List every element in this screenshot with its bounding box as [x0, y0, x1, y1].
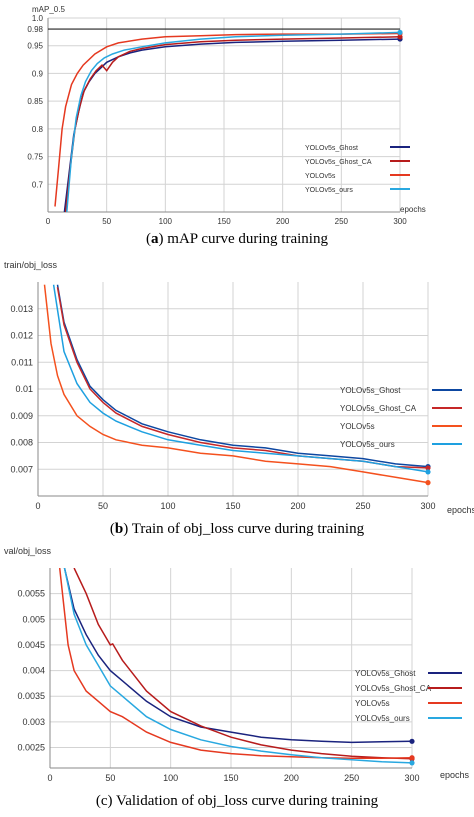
series-endpoint-YOLOv5s_ours: [409, 760, 415, 766]
x-tick-label: 250: [344, 773, 359, 783]
x-tick-label: 50: [98, 501, 108, 511]
x-tick-label: 300: [404, 773, 419, 783]
caption-text: Train of obj_loss curve during training: [128, 521, 365, 537]
x-axis-label: epochs: [447, 505, 474, 515]
x-tick-label: 50: [105, 773, 115, 783]
y-tick-label: 0.01: [15, 384, 33, 394]
x-tick-label: 250: [355, 501, 370, 511]
y-tick-label: 0.0025: [17, 742, 45, 752]
x-tick-label: 300: [393, 217, 407, 226]
caption-letter: a: [151, 231, 159, 247]
y-tick-label: 0.0035: [17, 691, 45, 701]
caption-a: (a) mAP curve during training: [0, 231, 474, 248]
series-endpoint-YOLOv5s: [409, 755, 415, 761]
y-tick-label: 1.0: [32, 14, 44, 23]
series-line-YOLOv5s_Ghost_CA: [64, 36, 401, 212]
legend-label: YOLOv5s: [305, 173, 336, 180]
series-endpoint-YOLOv5s_ours: [397, 29, 403, 36]
y-tick-label: 0.008: [10, 438, 33, 448]
series-line-YOLOv5s_ours: [63, 568, 413, 764]
y-tick-label: 0.95: [27, 42, 43, 51]
series-line-YOLOv5s: [58, 568, 413, 760]
series-endpoint-YOLOv5s: [425, 480, 431, 486]
y-tick-label: 0.013: [10, 304, 33, 314]
series-endpoint-YOLOv5s_Ghost: [409, 738, 415, 744]
legend-label: YOLOv5s_ours: [340, 440, 395, 449]
legend-label: YOLOv5s_ours: [355, 714, 410, 723]
y-axis-label: train/obj_loss: [4, 260, 58, 270]
series-line-YOLOv5s_Ghost_CA: [73, 568, 413, 760]
x-tick-label: 150: [223, 773, 238, 783]
series-line-YOLOv5s_Ghost: [63, 568, 413, 744]
x-tick-label: 300: [420, 501, 435, 511]
y-tick-label: 0.007: [10, 464, 33, 474]
y-tick-label: 0.7: [32, 180, 44, 189]
series-line-YOLOv5s_ours: [66, 31, 401, 212]
caption-suffix: ): [123, 521, 129, 537]
caption-letter: b: [114, 521, 124, 537]
series-line-YOLOv5s: [54, 32, 401, 207]
x-tick-label: 200: [290, 501, 305, 511]
caption-c: (c) Validation of obj_loss curve during …: [0, 793, 474, 810]
y-tick-label: 0.012: [10, 331, 33, 341]
map-chart: 0 50 100 150 200 250 300 0.7 0.75 0.8 0.85 0.9 0.95 0…: [27, 5, 426, 226]
legend-label: YOLOv5s_Ghost: [340, 386, 401, 395]
y-axis-label: mAP_0.5: [32, 5, 65, 14]
legend-label: YOLOv5s_Ghost_CA: [305, 159, 372, 166]
series-line-YOLOv5s_ours: [52, 284, 429, 473]
x-tick-label: 0: [46, 217, 51, 226]
x-tick-label: 100: [163, 773, 178, 783]
panel-map-curve: 0 50 100 150 200 250 300 0.7 0.75 0.8 0.85 0.9 0.95 0…: [0, 0, 474, 256]
y-tick-label: 0.003: [22, 717, 45, 727]
series-endpoint-YOLOv5s_Ghost_CA: [425, 465, 431, 471]
panel-val-obj-loss: 0 50 100 150 200 250 300 0.0025 0.003 0.0035 0.004…: [0, 546, 474, 817]
y-tick-label: 0.009: [10, 411, 33, 421]
y-tick-label: 0.8: [32, 125, 44, 134]
y-tick-label: 0.0045: [17, 640, 45, 650]
y-tick-label: 0.005: [22, 614, 45, 624]
legend-label: YOLOv5s_Ghost_CA: [340, 404, 417, 413]
series-line-YOLOv5s_Ghost: [56, 284, 429, 468]
legend-label: YOLOv5s_ours: [305, 187, 353, 194]
legend-label: YOLOv5s_Ghost: [305, 145, 358, 152]
caption-suffix: ): [158, 231, 164, 247]
val-obj-loss-chart: 0 50 100 150 200 250 300 0.0025 0.003 0.0035 0.004…: [4, 546, 470, 783]
caption-b: (b) Train of obj_loss curve during train…: [0, 521, 474, 538]
caption-prefix: (: [146, 231, 152, 247]
x-tick-label: 50: [102, 217, 111, 226]
legend-label: YOLOv5s_Ghost_CA: [355, 684, 432, 693]
x-tick-label: 250: [335, 217, 349, 226]
panel-train-obj-loss: 0 50 100 150 200 250 300 0.007 0.008 0.009 0.01 0.0…: [0, 256, 474, 546]
legend-label: YOLOv5s: [355, 699, 390, 708]
series-line-YOLOv5s: [43, 284, 429, 484]
x-tick-label: 0: [47, 773, 52, 783]
y-axis-label: val/obj_loss: [4, 546, 52, 556]
legend-label: YOLOv5s_Ghost: [355, 669, 416, 678]
series-endpoint-YOLOv5s_ours: [425, 469, 431, 475]
legend-label: YOLOv5s: [340, 422, 375, 431]
x-axis-label: epochs: [400, 205, 426, 214]
x-tick-label: 200: [284, 773, 299, 783]
y-tick-label: 0.75: [27, 153, 43, 162]
caption-prefix: (: [109, 521, 115, 537]
x-tick-label: 150: [225, 501, 240, 511]
caption-text: mAP curve during training: [163, 231, 328, 247]
x-tick-label: 200: [276, 217, 290, 226]
y-tick-label: 0.85: [27, 97, 43, 106]
x-tick-label: 100: [159, 217, 173, 226]
x-axis-label: epochs: [440, 770, 470, 780]
y-tick-label: 0.004: [22, 666, 45, 676]
y-tick-label: 0.98: [27, 25, 43, 34]
train-obj-loss-chart: 0 50 100 150 200 250 300 0.007 0.008 0.009 0.01 0.0…: [4, 260, 474, 515]
y-tick-label: 0.0055: [17, 589, 45, 599]
y-tick-label: 0.011: [11, 357, 33, 367]
x-tick-label: 0: [35, 501, 40, 511]
x-tick-label: 100: [160, 501, 175, 511]
caption-text: (c) Validation of obj_loss curve during …: [95, 793, 379, 809]
x-tick-label: 150: [217, 217, 231, 226]
y-tick-label: 0.9: [32, 69, 44, 78]
